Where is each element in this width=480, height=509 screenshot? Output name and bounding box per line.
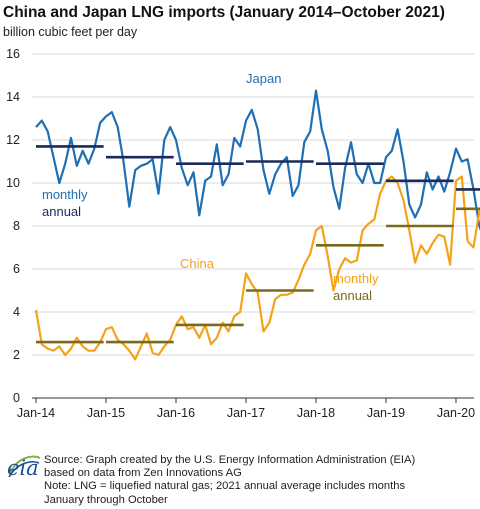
china-monthly-label: monthly — [333, 271, 379, 286]
y-tick-label-10: 10 — [6, 176, 20, 190]
y-axis-ticks: 0 2 4 6 8 10 12 14 16 — [6, 47, 20, 405]
eia-logo-icon: eia — [6, 454, 42, 480]
x-tick-label-Jan-17: Jan-17 — [227, 406, 265, 420]
source-line-2: based on data from Zen Innovations AG — [44, 467, 242, 480]
japan-label: Japan — [246, 71, 281, 86]
china-monthly-line — [34, 175, 480, 361]
japan-annual-label: annual — [42, 204, 81, 219]
y-tick-label-4: 4 — [13, 305, 20, 319]
y-tick-label-6: 6 — [13, 262, 20, 276]
x-tick-label-Jan-14: Jan-14 — [17, 406, 55, 420]
source-line-1: Source: Graph created by the U.S. Energy… — [44, 454, 416, 466]
japan-monthly-line — [35, 89, 480, 231]
x-tick-label-Jan-19: Jan-19 — [367, 406, 405, 420]
china-label: China — [180, 256, 215, 271]
y-tick-label-16: 16 — [6, 47, 20, 61]
note-line-1: Note: LNG = liquefied natural gas; 2021 … — [44, 480, 406, 493]
japan-monthly-label: monthly — [42, 187, 88, 202]
x-tick-label-Jan-20: Jan-20 — [437, 406, 475, 420]
chart-title: China and Japan LNG imports (January 201… — [3, 4, 445, 21]
x-tick-label-Jan-15: Jan-15 — [87, 406, 125, 420]
y-tick-label-8: 8 — [13, 219, 20, 233]
china-annual-label: annual — [333, 288, 372, 303]
series-lines — [34, 89, 480, 361]
source-footer: eia Source: Graph created by the U.S. En… — [6, 454, 476, 506]
x-tick-label-Jan-18: Jan-18 — [297, 406, 335, 420]
grid-lines — [32, 53, 474, 356]
source-note: Source: Graph created by the U.S. Energy… — [44, 454, 415, 507]
x-axis-ticks: Jan-14 Jan-15 Jan-16 Jan-17 Jan-18 Jan-19 Jan-… — [17, 398, 475, 420]
annual-average-bars — [36, 145, 480, 344]
y-tick-label-14: 14 — [6, 90, 20, 104]
y-tick-label-2: 2 — [13, 348, 20, 362]
chart-subtitle: billion cubic feet per day — [3, 25, 138, 39]
eia-logo-text: eia — [7, 456, 39, 480]
note-line-2: January through October — [44, 493, 168, 506]
y-tick-label-12: 12 — [6, 133, 20, 147]
x-tick-label-Jan-16: Jan-16 — [157, 406, 195, 420]
y-tick-label-0: 0 — [13, 391, 20, 405]
